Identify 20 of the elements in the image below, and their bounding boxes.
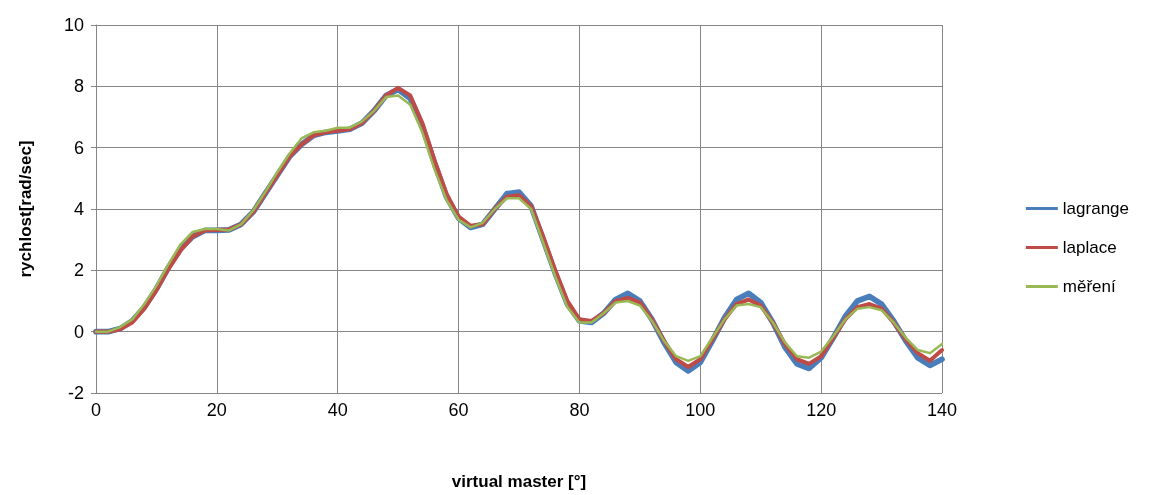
x-tick-label: 80 (569, 400, 590, 420)
x-tick-label: 120 (806, 400, 837, 420)
y-tick-label: 4 (73, 199, 84, 219)
x-tick-label: 40 (327, 400, 348, 420)
y-tick-label: 8 (73, 76, 84, 97)
y-tick-label: 10 (63, 15, 84, 35)
legend-label: měření (1062, 277, 1117, 296)
x-axis-title: virtual master [°] (451, 472, 587, 491)
legend-label: laplace (1062, 238, 1117, 257)
y-tick-label: 0 (73, 321, 84, 342)
x-tick-label: 0 (90, 400, 102, 420)
x-tick-label: 60 (448, 400, 469, 420)
y-tick-label: 2 (73, 260, 84, 281)
x-tick-label: 20 (206, 400, 227, 420)
y-tick-label: -2 (67, 383, 84, 403)
x-tick-label: 100 (685, 400, 716, 420)
legend-label: lagrange (1062, 199, 1130, 218)
x-tick-label: 140 (926, 400, 958, 420)
y-tick-label: 6 (73, 137, 84, 158)
y-axis-title: rychlost[rad/sec] (16, 140, 35, 278)
